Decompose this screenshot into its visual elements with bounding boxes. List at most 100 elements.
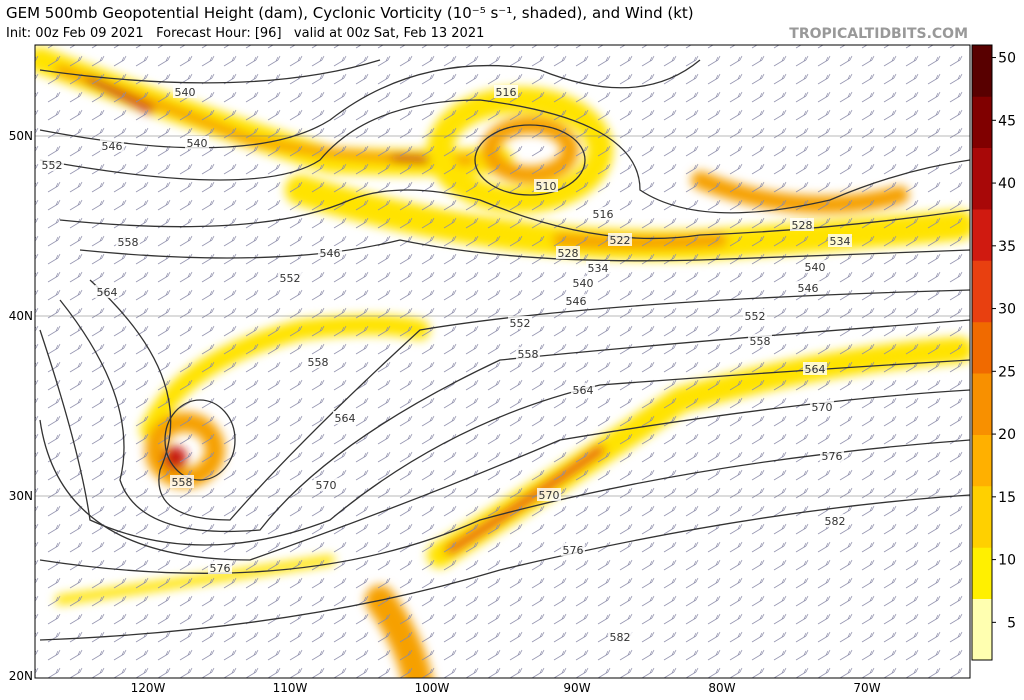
contour-label-bg	[173, 85, 197, 98]
lon-label: 80W	[708, 681, 735, 695]
colorbar-swatch	[972, 588, 992, 599]
contour-label-bg	[494, 85, 518, 98]
lon-label: 70W	[853, 681, 880, 695]
subtitle: Init: 00z Feb 09 2021 Forecast Hour: [96…	[6, 26, 484, 41]
colorbar-swatch	[972, 475, 992, 487]
colorbar-swatch	[972, 393, 992, 405]
contour-label: 558	[308, 356, 329, 369]
map: 540 540 546 552 558 564 546 552 558 564 570 558 576 5…	[35, 45, 970, 678]
contour-label: 546	[320, 247, 341, 260]
colorbar-swatch	[972, 260, 992, 271]
colorbar-swatch	[972, 311, 992, 323]
colorbar-tick-label: 50	[998, 51, 1016, 67]
colorbar-tick-label: 25	[998, 364, 1016, 380]
colorbar-tick-label: 20	[998, 427, 1016, 443]
contour-label-bg	[803, 260, 827, 273]
colorbar-tick-label: 45	[998, 113, 1016, 129]
contour-label: 576	[563, 544, 584, 557]
contour-label: 576	[822, 450, 843, 463]
colorbar-swatch	[972, 485, 992, 497]
colorbar-tick-label: 35	[998, 239, 1016, 255]
contour-label: 558	[172, 476, 193, 489]
contour-label: 540	[805, 261, 826, 274]
colorbar-swatch	[972, 147, 992, 159]
colorbar-frame	[971, 44, 993, 661]
contour-label-bg	[810, 400, 834, 413]
contour-label-bg	[116, 235, 140, 248]
colorbar-tick-label: 40	[998, 176, 1016, 192]
contour-label: 534	[588, 262, 609, 275]
colorbar-swatch	[972, 362, 992, 374]
colorbar-swatch	[972, 127, 992, 138]
lat-label: 40N	[9, 309, 33, 323]
contour-label-bg	[534, 179, 558, 192]
contour-label: 510	[536, 180, 557, 193]
contour-label-bg	[820, 449, 844, 462]
map-frame	[34, 44, 971, 679]
colorbar-swatch	[972, 219, 992, 230]
colorbar-swatch	[972, 209, 992, 220]
colorbar-swatch	[972, 444, 992, 456]
contour-label: 546	[798, 282, 819, 295]
contour-label: 552	[42, 159, 63, 172]
colorbar-swatch	[972, 332, 992, 343]
contour-label: 558	[518, 348, 539, 361]
contour-label-bg	[537, 488, 561, 501]
colorbar-swatch	[972, 270, 992, 282]
colorbar-swatch	[972, 239, 992, 251]
contour-label-bg	[803, 362, 827, 375]
contour-label-bg	[278, 271, 302, 284]
lat-label: 50N	[9, 129, 33, 143]
contour-label-bg	[571, 383, 595, 396]
contour-label: 564	[335, 412, 356, 425]
contour-label: 540	[573, 277, 594, 290]
contour-label: 564	[573, 384, 594, 397]
colorbar-swatch	[972, 403, 992, 415]
colorbar-swatch	[972, 250, 992, 261]
colorbar-swatch	[972, 506, 992, 517]
colorbar-swatch	[972, 567, 992, 579]
colorbar-swatch	[972, 352, 992, 364]
contour-label: 516	[496, 86, 517, 99]
lat-label: 20N	[9, 669, 33, 683]
contour-label-bg	[586, 261, 610, 274]
contour-label-bg	[508, 316, 532, 329]
colorbar-swatch	[972, 280, 992, 292]
colorbar-swatch	[972, 188, 992, 200]
contour-label: 582	[610, 631, 631, 644]
contour-label-bg	[100, 139, 124, 152]
height-contours	[39, 59, 970, 641]
contour-label-bg	[561, 543, 585, 556]
colorbar-swatch	[972, 168, 992, 179]
colorbar-swatch	[972, 86, 992, 97]
contour-label-bg	[790, 218, 814, 231]
colorbar-tick-label: 5	[1007, 615, 1016, 631]
contour-label-bg	[185, 136, 209, 149]
colorbar-swatch	[972, 649, 992, 661]
contour-label-bg	[556, 246, 580, 259]
colorbar-swatch	[972, 537, 992, 548]
colorbar-swatch	[972, 157, 992, 169]
lon-label: 90W	[563, 681, 590, 695]
colorbar-swatch	[972, 65, 992, 77]
title: GEM 500mb Geopotential Height (dam), Cyc…	[6, 4, 694, 22]
contour-label-bg	[208, 561, 232, 574]
colorbar-swatch	[972, 465, 992, 476]
colorbar-swatch	[972, 598, 992, 610]
contour-label-bg	[170, 475, 194, 488]
contour-label: 546	[102, 140, 123, 153]
contour-label: 528	[558, 247, 579, 260]
colorbar-swatch	[972, 137, 992, 148]
contour-label: 552	[745, 310, 766, 323]
colorbar-swatch	[972, 45, 992, 56]
contour-label-bg	[564, 294, 588, 307]
colorbar-swatch	[972, 291, 992, 302]
contour-label-bg	[40, 158, 64, 171]
colorbar-swatch	[972, 455, 992, 466]
contour-label: 552	[280, 272, 301, 285]
colorbar-swatch	[972, 373, 992, 384]
contour-label-bg	[318, 246, 342, 259]
colorbar-swatch	[972, 229, 992, 241]
colorbar-swatch	[972, 383, 992, 394]
